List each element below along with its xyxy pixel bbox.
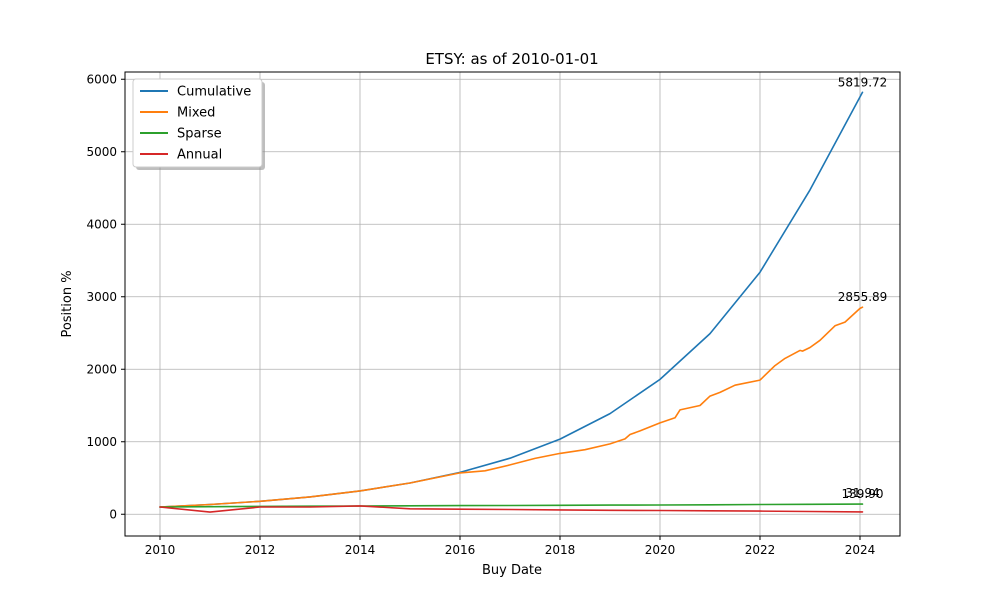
x-axis-label: Buy Date: [482, 563, 542, 578]
end-value-label-mixed: 2855.89: [838, 290, 888, 304]
legend-label-mixed: Mixed: [177, 106, 215, 121]
legend-box: [132, 78, 263, 168]
y-tick-label: 4000: [86, 217, 117, 231]
series-line-annual: [159, 505, 864, 513]
end-value-label-sparse: 139.90: [842, 487, 884, 501]
y-tick-label: 1000: [86, 435, 117, 449]
y-tick-label: 2000: [86, 362, 117, 376]
x-tick-label: 2012: [245, 543, 276, 557]
legend: Cumulative Mixed Sparse Annual: [132, 78, 265, 170]
y-tick-label: 5000: [86, 145, 117, 159]
x-tick-label: 2010: [145, 543, 176, 557]
series-line-mixed: [159, 306, 864, 508]
legend-label-sparse: Sparse: [177, 127, 222, 142]
x-tick-label: 2014: [345, 543, 376, 557]
x-tick-label: 2020: [645, 543, 676, 557]
x-tick-label: 2016: [445, 543, 476, 557]
plot-frame: [124, 71, 901, 537]
y-tick-label: 3000: [86, 290, 117, 304]
x-tick-label: 2022: [745, 543, 776, 557]
chart-title: ETSY: as of 2010-01-01: [425, 50, 598, 68]
legend-label-annual: Annual: [177, 148, 222, 163]
legend-label-cumulative: Cumulative: [177, 85, 251, 100]
y-axis-label: Position %: [60, 270, 75, 337]
series-group: [159, 91, 864, 513]
x-axis: 2010 2012 2014 2016 2018 2020 2022 2024: [145, 536, 876, 557]
end-value-label-cumulative: 5819.72: [838, 75, 888, 89]
x-tick-label: 2024: [845, 543, 876, 557]
y-axis: 0 1000 2000 3000 4000 5000 6000: [86, 72, 125, 521]
end-value-label-annual: 31.94: [845, 486, 879, 500]
x-tick-label: 2018: [545, 543, 576, 557]
y-tick-label: 0: [109, 507, 117, 521]
y-tick-label: 6000: [86, 72, 117, 86]
